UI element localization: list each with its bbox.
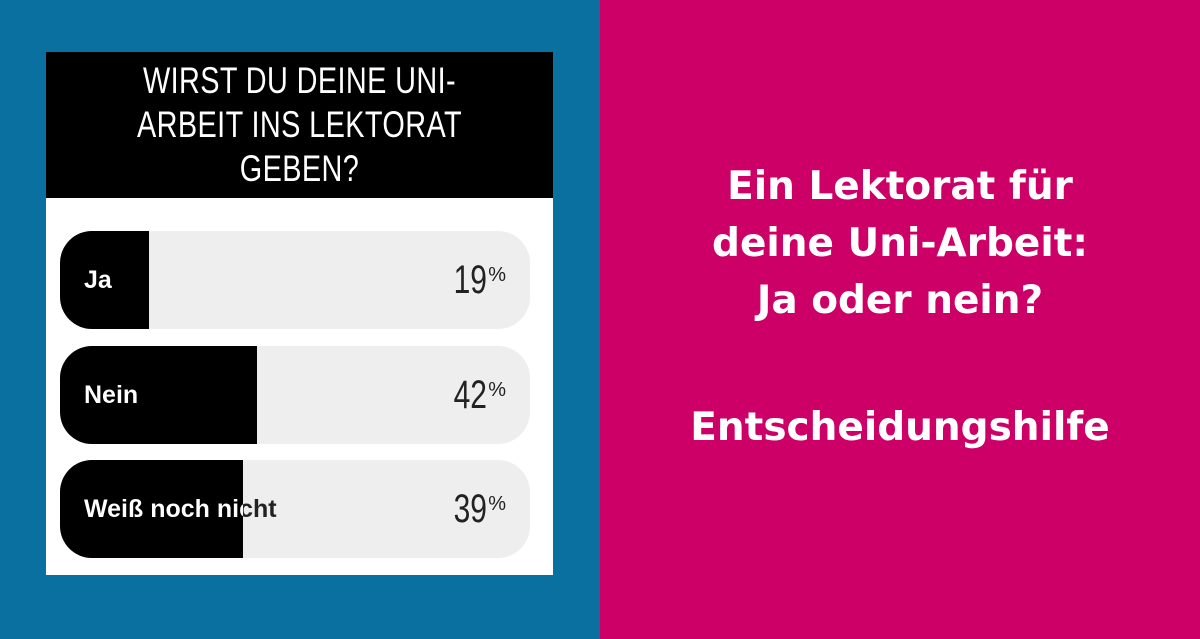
poll-option-nein[interactable]: Nein 42% bbox=[60, 346, 530, 444]
percent-number: 39 bbox=[453, 486, 487, 531]
headline-line: Ja oder nein? bbox=[756, 278, 1044, 323]
poll-fill bbox=[60, 346, 258, 444]
subtitle: Entscheidungshilfe bbox=[690, 405, 1110, 450]
poll-option-ja[interactable]: Ja 19% bbox=[60, 231, 530, 329]
percent-number: 42 bbox=[453, 372, 487, 417]
right-panel: Ein Lektorat für deine Uni-Arbeit: Ja od… bbox=[600, 0, 1200, 639]
percent-symbol: % bbox=[488, 263, 506, 286]
percent-symbol: % bbox=[488, 492, 506, 515]
poll-option-weiss-noch-nicht[interactable]: Weiß noch nicht 39% bbox=[60, 460, 530, 558]
option-percent: 42% bbox=[448, 346, 506, 444]
percent-symbol: % bbox=[488, 378, 506, 401]
poll-fill bbox=[60, 460, 244, 558]
option-label: Ja bbox=[84, 231, 112, 329]
percent-number: 19 bbox=[453, 257, 487, 302]
left-panel: WIRST DU DEINE UNI-ARBEIT INS LEKTORAT G… bbox=[0, 0, 600, 639]
option-percent: 39% bbox=[448, 460, 506, 558]
headline-line: Ein Lektorat für bbox=[727, 164, 1073, 209]
poll-question-header: WIRST DU DEINE UNI-ARBEIT INS LEKTORAT G… bbox=[46, 52, 553, 198]
headline: Ein Lektorat für deine Uni-Arbeit: Ja od… bbox=[600, 158, 1200, 329]
option-percent: 19% bbox=[448, 231, 506, 329]
poll-question: WIRST DU DEINE UNI-ARBEIT INS LEKTORAT G… bbox=[137, 60, 462, 189]
option-label: Weiß noch nicht bbox=[84, 460, 277, 558]
headline-line: deine Uni-Arbeit: bbox=[712, 221, 1088, 266]
poll-card: WIRST DU DEINE UNI-ARBEIT INS LEKTORAT G… bbox=[46, 52, 553, 575]
option-label: Nein bbox=[84, 346, 138, 444]
poll-fill bbox=[60, 231, 150, 329]
